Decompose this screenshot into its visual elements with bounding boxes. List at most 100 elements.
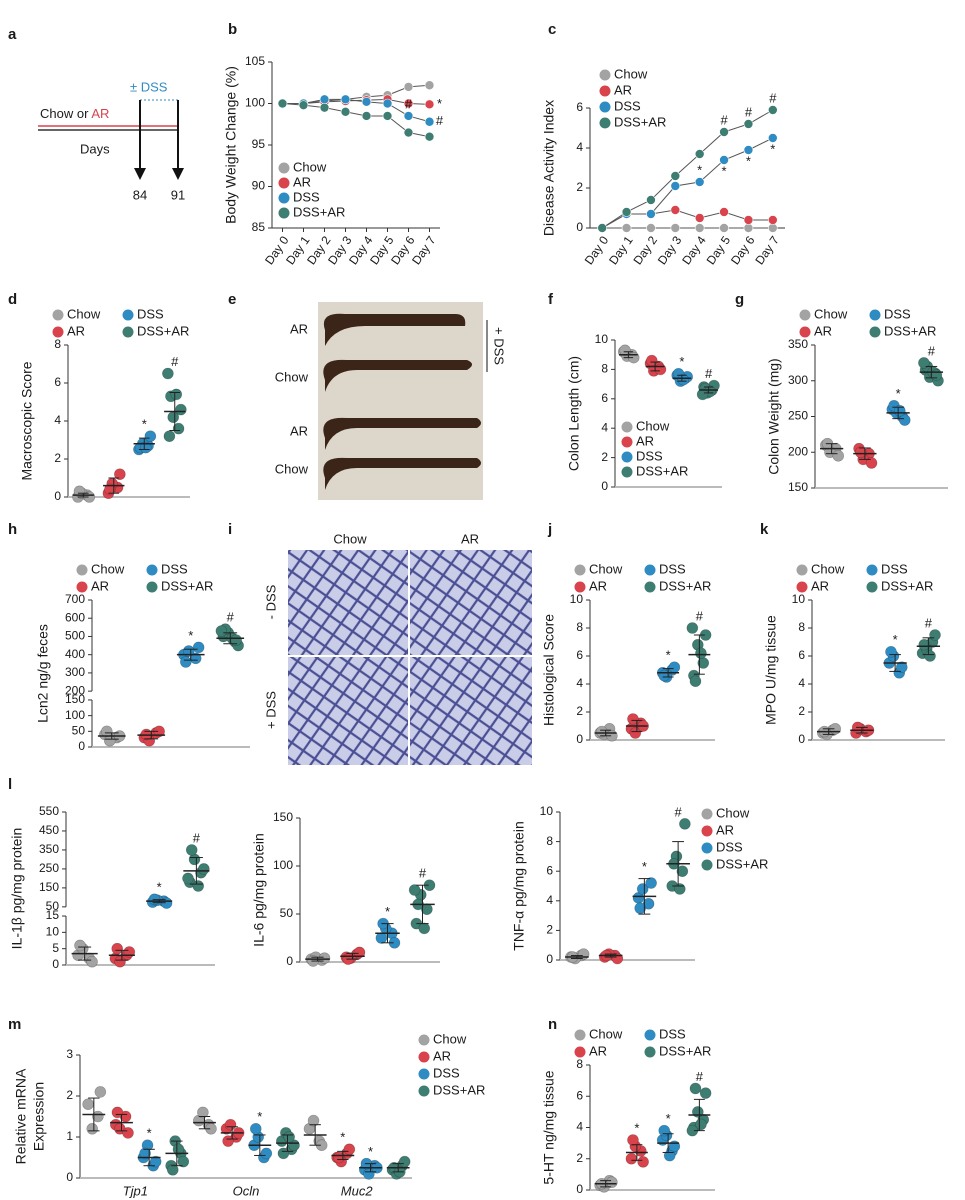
- point: [144, 430, 157, 443]
- significance: *: [893, 632, 898, 647]
- chart-panel: 0 2 4 6 8 10 TNF-α pg/mg protein * # Chow AR DSS DSS…: [511, 804, 769, 966]
- legend-marker: [701, 859, 713, 871]
- legend-label: DSS+AR: [884, 323, 936, 338]
- point: [215, 625, 228, 637]
- row-label: + DSS: [263, 691, 278, 729]
- panel-label: i: [228, 521, 232, 538]
- point: [699, 1087, 712, 1099]
- y-tick-label: 105: [245, 54, 265, 68]
- point: [139, 1147, 151, 1160]
- y-tick-label: 100: [273, 858, 293, 872]
- point: [104, 483, 116, 496]
- y-tick-label: 550: [39, 804, 59, 818]
- point: [627, 713, 639, 725]
- y-tick-label: 50: [280, 906, 294, 920]
- column-label: Chow: [333, 531, 367, 546]
- significance: *: [147, 1126, 152, 1141]
- significance: #: [419, 866, 427, 881]
- row-label: Chow: [275, 461, 309, 476]
- legend-marker: [799, 309, 811, 321]
- panel-label: n: [548, 1016, 557, 1033]
- point: [424, 99, 435, 110]
- significance: *: [666, 1111, 671, 1126]
- point: [719, 207, 729, 217]
- legend-label: AR: [91, 578, 109, 593]
- y-tick-label: 85: [252, 220, 266, 234]
- point: [180, 656, 192, 668]
- legend-label: DSS: [161, 561, 188, 576]
- legend-marker: [644, 1029, 656, 1041]
- y-tick-label: 8: [546, 834, 553, 848]
- legend-marker: [599, 69, 611, 81]
- legend-marker: [701, 842, 713, 854]
- y-tick-label: 0: [286, 954, 293, 968]
- annotation: #: [745, 104, 753, 119]
- chart-panel: n 0 2 4 6 8 5-HT ng/mg tissue * * # Chow AR DSS DSS+A…: [541, 1016, 715, 1196]
- legend-marker: [76, 564, 88, 576]
- y-tick-label: 350: [788, 337, 808, 351]
- point: [645, 877, 657, 889]
- day-label: 84: [133, 187, 147, 202]
- significance: *: [896, 386, 901, 401]
- point: [619, 344, 631, 357]
- point: [621, 207, 632, 217]
- chart-panel: m 0 1 2 3 Relative mRNA Expression Tjp1 * Ocln * Mu…: [8, 1016, 485, 1198]
- y-tick-label: 600: [65, 610, 85, 624]
- y-tick-label: 4: [576, 140, 583, 154]
- y-tick-label: 4: [798, 676, 805, 690]
- x-tick-label: Day 3: [655, 233, 685, 267]
- point: [670, 171, 681, 181]
- y-axis-label: Body Weight Change (%): [223, 66, 239, 224]
- significance: *: [666, 648, 671, 663]
- point: [340, 94, 351, 105]
- y-tick-label: 0: [576, 1182, 583, 1196]
- legend-label: Chow: [293, 159, 327, 174]
- x-tick-label: Ocln: [233, 1183, 260, 1198]
- legend-label: DSS: [636, 448, 663, 463]
- significance: #: [925, 615, 933, 630]
- legend-label: Chow: [433, 1031, 467, 1046]
- x-tick-label: Tjp1: [123, 1183, 148, 1198]
- point: [898, 414, 911, 426]
- legend-label: DSS+AR: [659, 578, 711, 593]
- point: [768, 223, 778, 233]
- y-axis-label: Histological Score: [541, 614, 557, 726]
- panel-label: k: [760, 521, 769, 538]
- y-tick-label: 2: [66, 1088, 73, 1102]
- point: [353, 946, 366, 959]
- legend-marker: [644, 564, 656, 576]
- annotation: #: [436, 113, 444, 128]
- y-tick-label: 1: [66, 1129, 73, 1143]
- x-tick-label: Day 4: [679, 233, 709, 267]
- y-axis-label: IL-1β pg/mg protein: [9, 828, 25, 950]
- legend-marker: [599, 85, 611, 97]
- y-tick-label: 250: [788, 409, 808, 423]
- point: [172, 422, 185, 435]
- y-tick-label: 0: [78, 739, 85, 753]
- y-tick-label: 50: [46, 899, 60, 913]
- point: [663, 1149, 676, 1162]
- y-axis-label: Relative mRNA: [13, 1068, 29, 1164]
- y-tick-label: 300: [788, 373, 808, 387]
- legend-label: DSS: [293, 189, 320, 204]
- significance: #: [696, 1069, 704, 1084]
- legend-marker: [76, 581, 88, 593]
- histology: [288, 657, 408, 765]
- y-tick-label: 8: [576, 620, 583, 634]
- legend-marker: [278, 192, 290, 204]
- y-tick-label: 8: [601, 362, 608, 376]
- colon: [323, 457, 481, 490]
- y-tick-label: 6: [576, 648, 583, 662]
- panel-label: d: [8, 291, 17, 308]
- y-tick-label: 6: [576, 100, 583, 114]
- point: [192, 880, 205, 892]
- y-tick-label: 200: [788, 444, 808, 458]
- legend-label: DSS+AR: [659, 1043, 711, 1058]
- point: [719, 155, 729, 165]
- chart-panel: k 0 2 4 6 8 10 MPO U/mg tissue * # Chow AR DSS DSS+AR: [760, 521, 945, 746]
- point: [170, 388, 183, 401]
- point: [768, 215, 778, 225]
- point: [670, 205, 681, 215]
- point: [222, 1135, 234, 1147]
- y-tick-label: 2: [576, 180, 583, 194]
